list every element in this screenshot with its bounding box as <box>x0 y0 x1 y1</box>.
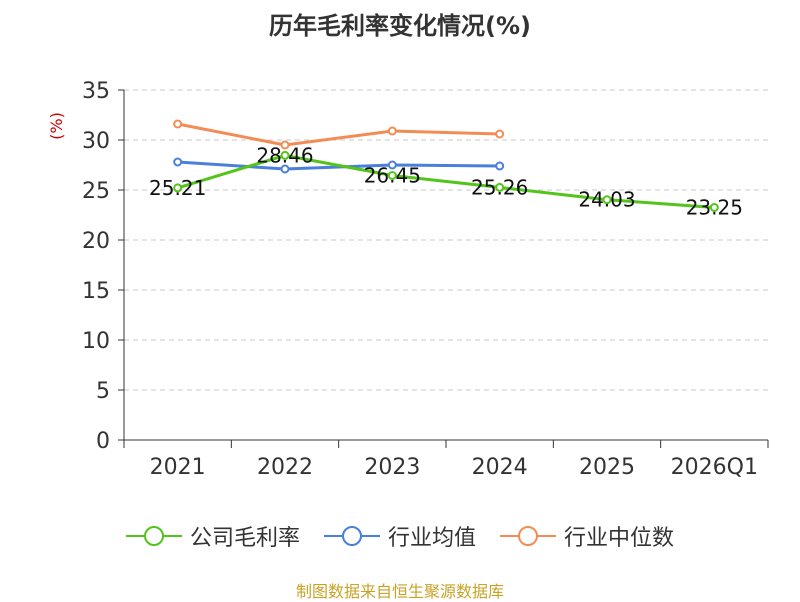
legend-label: 公司毛利率 <box>189 526 300 551</box>
y-tick-label: 15 <box>82 279 110 304</box>
y-tick-label: 0 <box>96 429 110 454</box>
data-point <box>495 182 505 192</box>
series-line <box>177 160 500 171</box>
grid-layer <box>124 89 768 391</box>
data-point <box>387 171 397 180</box>
data-point <box>280 150 290 160</box>
x-tick-label: 2024 <box>472 455 528 480</box>
y-tick-label: 10 <box>82 329 110 354</box>
data-point <box>602 195 612 205</box>
data-point <box>495 161 505 171</box>
y-tick-label: 30 <box>82 129 110 154</box>
data-point <box>387 160 397 170</box>
y-axis-title: (%) <box>47 112 66 140</box>
legend-swatch-marker <box>341 526 362 546</box>
data-label: 24.03 <box>578 188 635 212</box>
series-layer <box>173 119 719 212</box>
data-label: 26.45 <box>364 164 421 188</box>
x-tick-label: 2023 <box>364 455 420 480</box>
data-point <box>387 126 397 136</box>
data-label: 25.26 <box>471 175 528 199</box>
data-point <box>173 119 183 129</box>
chart-title: 历年毛利率变化情况(%) <box>269 12 531 40</box>
legend-swatch-marker <box>143 526 164 546</box>
x-tick-label: 2021 <box>150 455 206 480</box>
y-tick-label: 20 <box>82 229 110 254</box>
data-point <box>280 140 290 150</box>
x-tick-label: 2025 <box>579 455 635 480</box>
y-tick-label: 25 <box>82 179 110 204</box>
legend-swatch <box>323 526 380 546</box>
data-label: 25.21 <box>149 176 206 200</box>
legend-swatch-marker <box>518 526 538 546</box>
data-label: 28.46 <box>256 143 313 167</box>
legend-swatch <box>125 526 182 546</box>
label-layer: 25.21 28.46 26.45 25.26 24.03 23.25 <box>149 143 743 219</box>
legend-label: 行业均值 <box>387 526 476 551</box>
source-note: 制图数据来自恒生聚源数据库 <box>295 582 504 601</box>
legend-item: 行业均值 <box>323 520 476 552</box>
legend-swatch <box>500 526 556 546</box>
x-tick-label: 2022 <box>257 455 313 480</box>
data-label: 23.25 <box>686 196 743 220</box>
data-point <box>495 129 505 139</box>
data-point <box>709 203 719 212</box>
legend-item: 行业中位数 <box>500 520 674 552</box>
series-line <box>177 122 500 147</box>
data-point <box>173 157 183 167</box>
legend-label: 行业中位数 <box>564 526 675 551</box>
legend: 公司毛利率 行业均值 行业中位数 <box>0 520 800 552</box>
data-point <box>280 164 290 174</box>
y-tick-label: 35 <box>82 79 110 104</box>
series-line <box>177 153 715 209</box>
y-tick-label: 5 <box>96 379 110 404</box>
x-tick-label: 2026Q1 <box>671 455 758 480</box>
legend-item: 公司毛利率 <box>125 520 300 552</box>
data-point <box>173 183 183 193</box>
